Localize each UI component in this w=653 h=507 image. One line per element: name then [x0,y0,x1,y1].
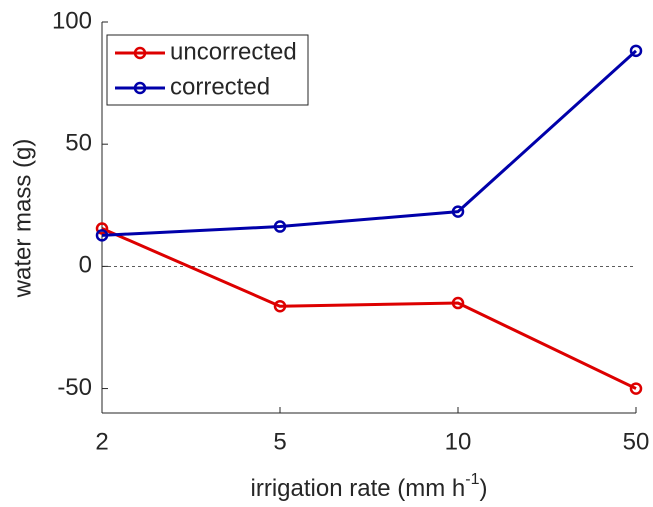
x-tick-label: 10 [445,428,472,455]
legend-marker [133,81,147,95]
data-point [451,296,465,310]
data-point [451,205,465,218]
data-point [629,44,643,58]
x-tick-label: 2 [95,428,108,455]
x-tick-label: 50 [623,428,650,455]
y-tick-label: -50 [57,374,92,401]
data-point [95,222,109,235]
x-axis-label-suffix: ) [479,475,487,502]
y-tick-label: 100 [52,7,92,34]
data-point [95,229,109,242]
data-point [273,220,287,233]
x-axis-label: irrigation rate (mm h-1) [251,471,488,502]
data-point [629,382,643,395]
series-line [101,49,638,237]
legend-marker [133,46,147,60]
y-tick-label: 50 [65,130,92,157]
x-axis-label-main: irrigation rate (mm h [251,475,466,502]
x-tick-label: 5 [273,428,286,455]
legend-label: corrected [170,73,270,100]
x-axis-label-sup: -1 [465,471,479,488]
y-tick-label: 0 [79,252,92,279]
series-line [101,227,637,390]
data-point [273,299,287,313]
legend-label: uncorrected [170,38,297,65]
y-axis-label: water mass (g) [9,139,36,299]
